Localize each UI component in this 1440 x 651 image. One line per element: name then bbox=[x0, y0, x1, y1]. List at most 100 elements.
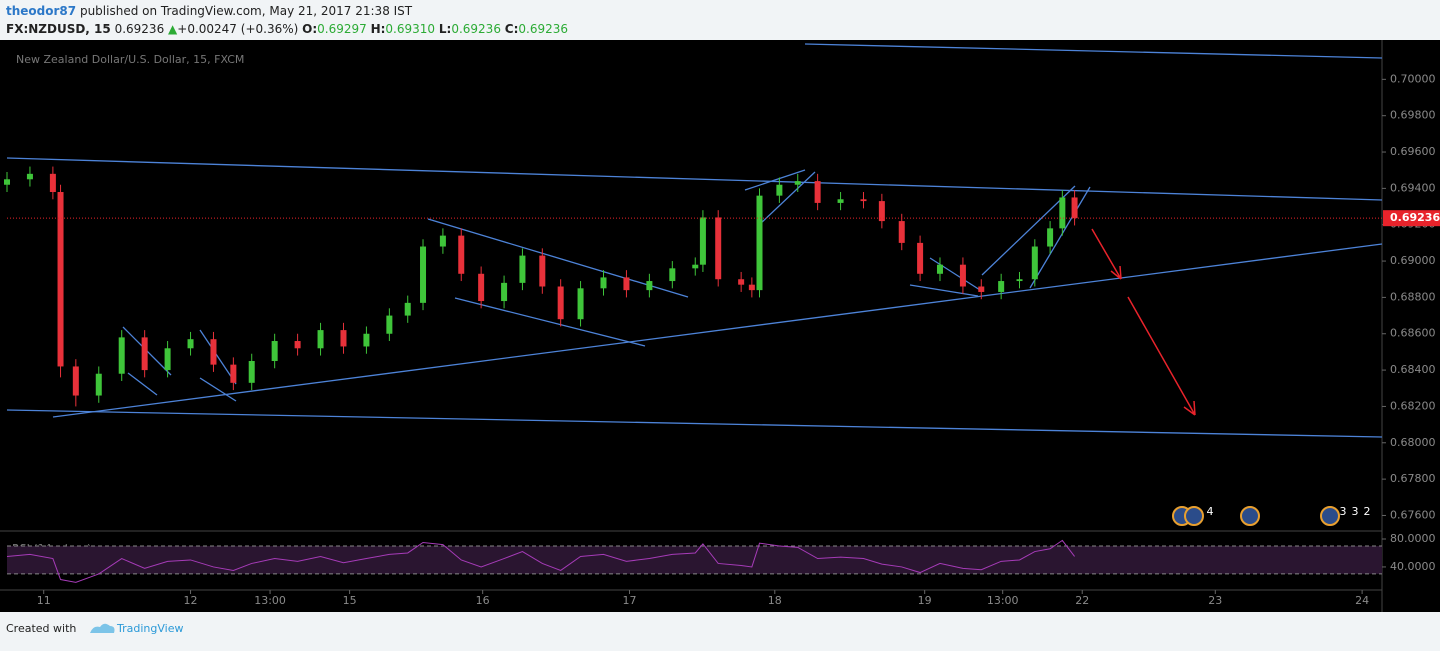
y-tick-label: 0.69800 bbox=[1390, 109, 1436, 122]
c: 0.69236 bbox=[518, 22, 568, 36]
y-tick-label: 0.68000 bbox=[1390, 436, 1436, 449]
rsi-line bbox=[6, 539, 1075, 583]
event-label: 4 bbox=[1207, 505, 1214, 518]
candle-body bbox=[271, 341, 278, 362]
y-tick-label: 0.69000 bbox=[1390, 254, 1436, 267]
y-tick-label: 0.68400 bbox=[1390, 363, 1436, 376]
candle-body bbox=[748, 284, 755, 291]
rsi-tick-label: 80.0000 bbox=[1390, 532, 1436, 545]
event-icon[interactable] bbox=[1320, 506, 1340, 526]
x-tick-label: 16 bbox=[476, 594, 490, 607]
candle-body bbox=[49, 173, 56, 193]
trendline bbox=[6, 409, 1383, 438]
candle-body bbox=[404, 302, 411, 316]
x-tick-label: 13:00 bbox=[987, 594, 1019, 607]
price: 0.69236 bbox=[115, 22, 165, 36]
candle-body bbox=[646, 281, 653, 291]
candle-body bbox=[501, 282, 508, 302]
x-tick-label: 13:00 bbox=[254, 594, 286, 607]
candle-body bbox=[878, 201, 885, 222]
candle-body bbox=[478, 273, 485, 302]
candle-body bbox=[1016, 279, 1023, 282]
trendline bbox=[1029, 186, 1091, 289]
candle-body bbox=[692, 264, 699, 269]
candle-body bbox=[917, 242, 924, 274]
trendline bbox=[759, 171, 816, 225]
h: 0.69310 bbox=[385, 22, 435, 36]
candle-body bbox=[118, 337, 125, 374]
l: 0.69236 bbox=[451, 22, 501, 36]
header-line: theodor87 published on TradingView.com, … bbox=[6, 4, 413, 18]
candle-body bbox=[294, 341, 301, 349]
x-tick-label: 18 bbox=[768, 594, 782, 607]
candle-body bbox=[998, 281, 1005, 292]
candle-body bbox=[715, 217, 722, 280]
candle-body bbox=[959, 264, 966, 287]
candle-body bbox=[557, 286, 564, 320]
rsi-band bbox=[7, 545, 1382, 574]
y-tick-label: 0.67600 bbox=[1390, 508, 1436, 521]
events bbox=[1172, 506, 1340, 526]
candle-body bbox=[669, 268, 676, 282]
x-tick-label: 15 bbox=[343, 594, 357, 607]
change: +0.00247 (+0.36%) bbox=[177, 22, 298, 36]
y-tick-label: 0.67800 bbox=[1390, 472, 1436, 485]
x-tick-label: 12 bbox=[184, 594, 198, 607]
candle-body bbox=[699, 217, 706, 265]
event-label: 2 bbox=[1364, 505, 1371, 518]
x-tick-label: 11 bbox=[37, 594, 51, 607]
candle-body bbox=[814, 181, 821, 203]
candle-body bbox=[141, 337, 148, 371]
y-tick-label: 0.68600 bbox=[1390, 327, 1436, 340]
x-tick-label: 17 bbox=[622, 594, 636, 607]
candle-body bbox=[187, 339, 194, 349]
arrow bbox=[1127, 296, 1196, 416]
candle-body bbox=[756, 195, 763, 291]
candle-body bbox=[837, 199, 844, 203]
candle-body bbox=[439, 235, 446, 247]
published: published on TradingView.com, May 21, 20… bbox=[80, 4, 413, 18]
l-label: L: bbox=[439, 22, 451, 36]
symbol: FX:NZDUSD, 15 bbox=[6, 22, 111, 36]
candle-body bbox=[1071, 197, 1078, 219]
arrows bbox=[1091, 228, 1196, 416]
event-icon[interactable] bbox=[1184, 506, 1204, 526]
author[interactable]: theodor87 bbox=[6, 4, 76, 18]
candle-body bbox=[600, 277, 607, 289]
candle-body bbox=[95, 373, 102, 396]
rsi-tick-label: 40.0000 bbox=[1390, 560, 1436, 573]
candle-body bbox=[936, 264, 943, 274]
candle-body bbox=[1047, 228, 1054, 247]
footer-created: Created with bbox=[6, 622, 76, 635]
trendline bbox=[744, 169, 806, 191]
event-icon[interactable] bbox=[1240, 506, 1260, 526]
candle-body bbox=[420, 246, 427, 303]
h-label: H: bbox=[371, 22, 386, 36]
candle-body bbox=[794, 181, 801, 185]
o-label: O: bbox=[302, 22, 317, 36]
trendlines bbox=[6, 43, 1383, 438]
x-tick-label: 24 bbox=[1355, 594, 1369, 607]
trendline bbox=[909, 284, 979, 297]
candle-body bbox=[738, 279, 745, 285]
footer-brand[interactable]: TradingView bbox=[116, 622, 183, 635]
trendline bbox=[6, 157, 1383, 201]
candle-body bbox=[363, 333, 370, 347]
candle-body bbox=[248, 361, 255, 383]
trendline bbox=[127, 372, 158, 396]
y-tick-label: 0.68200 bbox=[1390, 399, 1436, 412]
event-label: 3 bbox=[1352, 505, 1359, 518]
arrow bbox=[1091, 228, 1122, 280]
candle-body bbox=[519, 255, 526, 283]
candle-body bbox=[386, 315, 393, 334]
y-tick-label: 0.68800 bbox=[1390, 290, 1436, 303]
candle-body bbox=[623, 277, 630, 291]
trendline bbox=[199, 329, 237, 385]
trendline bbox=[199, 377, 237, 402]
candle-body bbox=[577, 288, 584, 320]
y-tick-label: 0.70000 bbox=[1390, 72, 1436, 85]
y-tick-label: 0.69400 bbox=[1390, 181, 1436, 194]
candle-body bbox=[340, 330, 347, 347]
trendline bbox=[804, 43, 1383, 59]
